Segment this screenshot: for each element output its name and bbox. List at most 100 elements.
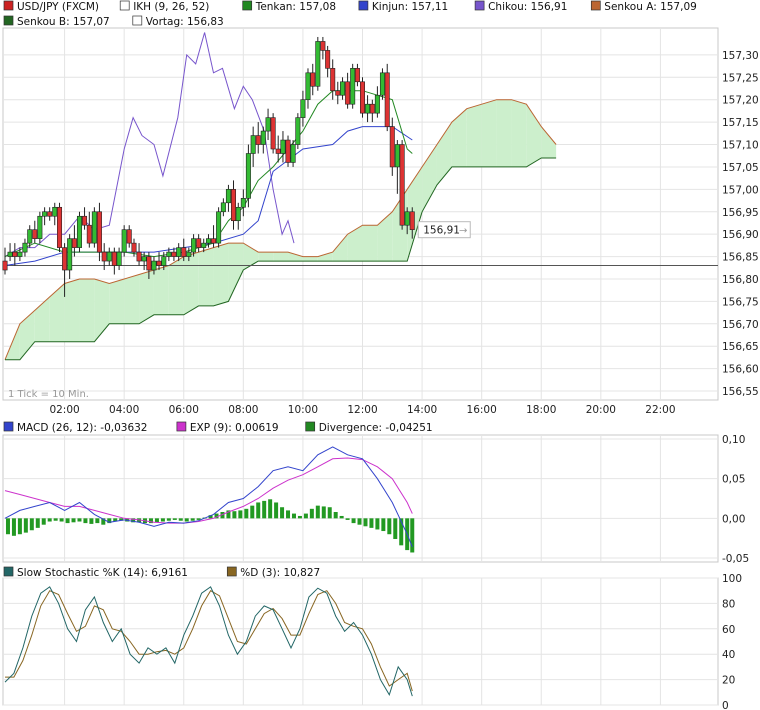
- plot-area: [2, 434, 719, 563]
- candle-body: [111, 251, 117, 266]
- candle-body: [76, 215, 82, 248]
- cloud-segment: [183, 252, 199, 315]
- divergence-bar: [35, 518, 40, 528]
- divergence-bar: [95, 518, 100, 524]
- x-tick-label: 20:00: [586, 404, 616, 416]
- candle-body: [350, 68, 356, 105]
- cloud-segment: [124, 274, 140, 324]
- candle-body: [365, 103, 371, 114]
- candle-body: [71, 238, 77, 248]
- candle-body: [211, 238, 217, 244]
- candle-body: [231, 189, 237, 222]
- divergence-bar: [351, 518, 356, 524]
- legend-swatch: [176, 421, 187, 432]
- macd-panel: MACD (26, 12): -0,03632 EXP (9): 0,00619 D…: [2, 421, 749, 565]
- candle-body: [359, 81, 365, 114]
- divergence-bar: [387, 518, 392, 535]
- legend-swatch: [119, 0, 130, 11]
- divergence-bar: [410, 518, 415, 553]
- divergence-bar: [262, 500, 267, 519]
- macd-line: [4, 446, 413, 548]
- divergence-bar: [238, 510, 243, 519]
- candle-body: [141, 256, 147, 262]
- candle-body: [330, 68, 336, 92]
- divergence-bar: [280, 507, 285, 519]
- candle-body: [270, 117, 276, 150]
- divergence-bar: [190, 518, 195, 521]
- y-tick-label: 156,80: [722, 274, 759, 286]
- x-tick-label: 06:00: [169, 404, 199, 416]
- divergence-bar: [214, 513, 219, 519]
- divergence-bar: [274, 502, 279, 519]
- candle-body: [131, 242, 137, 253]
- divergence-bar: [196, 518, 201, 520]
- y-tick-label: -0,05: [722, 553, 749, 565]
- candle-body: [101, 251, 107, 262]
- legend-label: Vortag: 156,83: [146, 16, 224, 28]
- divergence-bar: [59, 518, 64, 522]
- candle-body: [240, 198, 246, 208]
- cloud-segment: [317, 252, 333, 262]
- stoch-k-line: [4, 586, 413, 697]
- candle-body: [255, 135, 261, 145]
- last-price-label: 156,91: [423, 225, 460, 237]
- candle-body: [151, 260, 157, 271]
- candle-body: [126, 229, 132, 244]
- cloud-segment: [64, 278, 80, 342]
- y-tick-label: 60: [722, 624, 735, 636]
- price-panel: USD/JPY (FXCM) IKH (9, 26, 52) Tenkan: 157…: [2, 0, 759, 416]
- candle-body: [389, 126, 395, 168]
- last-price-arrow-icon: →: [459, 226, 467, 237]
- y-tick-label: 156,55: [722, 386, 759, 398]
- candle-body: [369, 103, 375, 114]
- divergence-bar: [291, 513, 296, 519]
- tick-interval-note: 1 Tick = 10 Min.: [8, 389, 89, 400]
- y-tick-label: 157,25: [722, 72, 759, 84]
- divergence-bar: [393, 518, 398, 539]
- candle-body: [186, 251, 192, 257]
- y-tick-label: 156,70: [722, 319, 759, 331]
- divergence-bar: [297, 515, 302, 519]
- legend-label: %D (3): 10,827: [240, 567, 320, 579]
- divergence-bar: [375, 518, 380, 530]
- candle-body: [320, 41, 326, 51]
- y-tick-label: 157,05: [722, 162, 759, 174]
- cloud-segment: [541, 126, 557, 158]
- divergence-bar: [232, 511, 237, 519]
- candle-body: [404, 211, 410, 226]
- divergence-bar: [83, 518, 88, 524]
- cloud-segment: [153, 265, 169, 315]
- candle-body: [166, 251, 172, 257]
- candle-body: [379, 72, 385, 96]
- candle-body: [260, 130, 266, 145]
- candle-body: [176, 247, 182, 257]
- cloud-segment: [273, 252, 289, 262]
- stoch-d-line: [5, 590, 413, 692]
- y-tick-label: 157,15: [722, 117, 759, 129]
- candle-body: [245, 153, 251, 199]
- divergence-bar: [184, 518, 189, 522]
- divergence-bar: [268, 499, 273, 519]
- divergence-bar: [250, 505, 255, 519]
- cloud-segment: [347, 225, 363, 262]
- cloud-segment: [228, 243, 244, 302]
- candle-body: [32, 229, 38, 239]
- y-tick-label: 40: [722, 649, 735, 661]
- divergence-bar: [41, 518, 46, 525]
- legend-label: Chikou: 156,91: [488, 1, 567, 13]
- candle-body: [136, 251, 142, 262]
- cloud-segment: [213, 243, 229, 306]
- x-tick-label: 18:00: [526, 404, 556, 416]
- candle-body: [96, 211, 102, 253]
- legend-label: Slow Stochastic %K (14): 6,9161: [17, 567, 188, 579]
- candle-body: [280, 139, 286, 154]
- legend-label: Tenkan: 157,08: [255, 1, 336, 13]
- cloud-segment: [258, 252, 274, 262]
- candle-body: [285, 139, 291, 163]
- candle-body: [265, 117, 271, 132]
- cloud-segment: [362, 225, 378, 262]
- signal-line: [4, 457, 413, 524]
- legend-swatch: [226, 566, 237, 577]
- divergence-bar: [154, 518, 159, 523]
- candle-body: [156, 260, 162, 266]
